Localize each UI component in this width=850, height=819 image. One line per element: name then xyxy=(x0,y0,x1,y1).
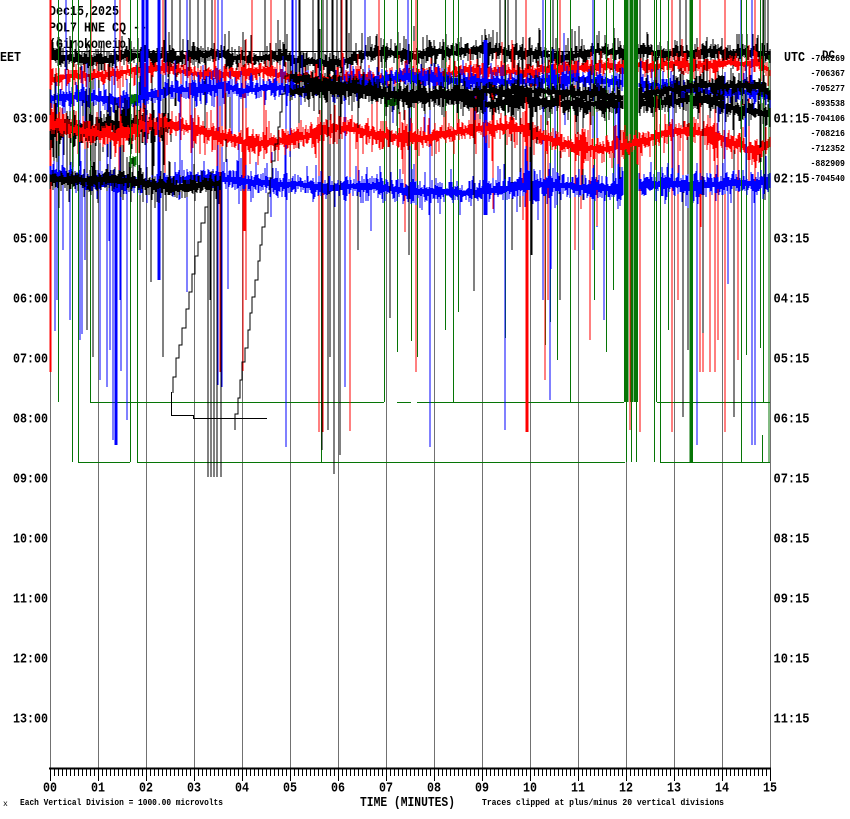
svg-text:-705277: -705277 xyxy=(811,83,846,94)
svg-text:08:00: 08:00 xyxy=(13,412,48,428)
svg-text:06:00: 06:00 xyxy=(13,292,48,308)
svg-text:-708269: -708269 xyxy=(811,53,846,64)
svg-text:10: 10 xyxy=(523,781,537,797)
svg-text:09:15: 09:15 xyxy=(774,592,810,608)
svg-text:03:00: 03:00 xyxy=(13,112,48,128)
svg-text:04: 04 xyxy=(235,781,249,797)
svg-text:05: 05 xyxy=(283,781,297,797)
svg-text:05:00: 05:00 xyxy=(13,232,48,248)
svg-text:DC: DC xyxy=(822,50,835,62)
svg-text:07:15: 07:15 xyxy=(774,472,810,488)
svg-text:UTC: UTC xyxy=(784,50,805,66)
svg-text:x: x xyxy=(3,800,8,809)
svg-text:-882909: -882909 xyxy=(811,158,846,169)
svg-text:12:00: 12:00 xyxy=(13,652,48,668)
svg-text:04:00: 04:00 xyxy=(13,172,48,188)
svg-text:09:00: 09:00 xyxy=(13,472,48,488)
svg-text:04:15: 04:15 xyxy=(774,292,810,308)
svg-text:14: 14 xyxy=(715,781,729,797)
svg-text:-893538: -893538 xyxy=(811,98,846,109)
svg-text:05:15: 05:15 xyxy=(774,352,810,368)
svg-text:Traces clipped at plus/minus 2: Traces clipped at plus/minus 20 vertical… xyxy=(482,797,724,808)
svg-text:08:15: 08:15 xyxy=(774,532,810,548)
svg-text:-706367: -706367 xyxy=(811,68,846,79)
svg-text:-708216: -708216 xyxy=(811,128,846,139)
svg-text:10:00: 10:00 xyxy=(13,532,48,548)
svg-text:02: 02 xyxy=(139,781,153,797)
svg-text:06: 06 xyxy=(331,781,345,797)
svg-text:02:15: 02:15 xyxy=(774,172,810,188)
svg-text:EET: EET xyxy=(0,50,21,66)
svg-text:-712352: -712352 xyxy=(811,143,846,154)
svg-text:11:00: 11:00 xyxy=(13,592,48,608)
svg-text:POL7 HNE CQ --: POL7 HNE CQ -- xyxy=(49,21,147,37)
svg-text:15: 15 xyxy=(763,781,777,797)
svg-text:06:15: 06:15 xyxy=(774,412,810,428)
svg-text:-704540: -704540 xyxy=(811,173,846,184)
svg-text:03:15: 03:15 xyxy=(774,232,810,248)
svg-text:Dec15,2025: Dec15,2025 xyxy=(49,4,119,20)
svg-text:-704106: -704106 xyxy=(811,113,846,124)
svg-text:12: 12 xyxy=(619,781,633,797)
svg-text:07:00: 07:00 xyxy=(13,352,48,368)
svg-text:13: 13 xyxy=(667,781,681,797)
svg-text:10:15: 10:15 xyxy=(774,652,810,668)
svg-text:01:15: 01:15 xyxy=(774,112,810,128)
svg-text:TIME (MINUTES): TIME (MINUTES) xyxy=(360,795,455,811)
svg-text:01: 01 xyxy=(91,781,105,797)
svg-text:Each Vertical Division = 1000.: Each Vertical Division = 1000.00 microvo… xyxy=(20,797,223,808)
svg-text:13:00: 13:00 xyxy=(13,712,48,728)
svg-text:00: 00 xyxy=(43,781,57,797)
svg-text:03: 03 xyxy=(187,781,201,797)
svg-text:07: 07 xyxy=(379,781,393,797)
svg-text:08: 08 xyxy=(427,781,441,797)
svg-text:11: 11 xyxy=(571,781,585,797)
svg-text:09: 09 xyxy=(475,781,489,797)
svg-text:11:15: 11:15 xyxy=(774,712,810,728)
